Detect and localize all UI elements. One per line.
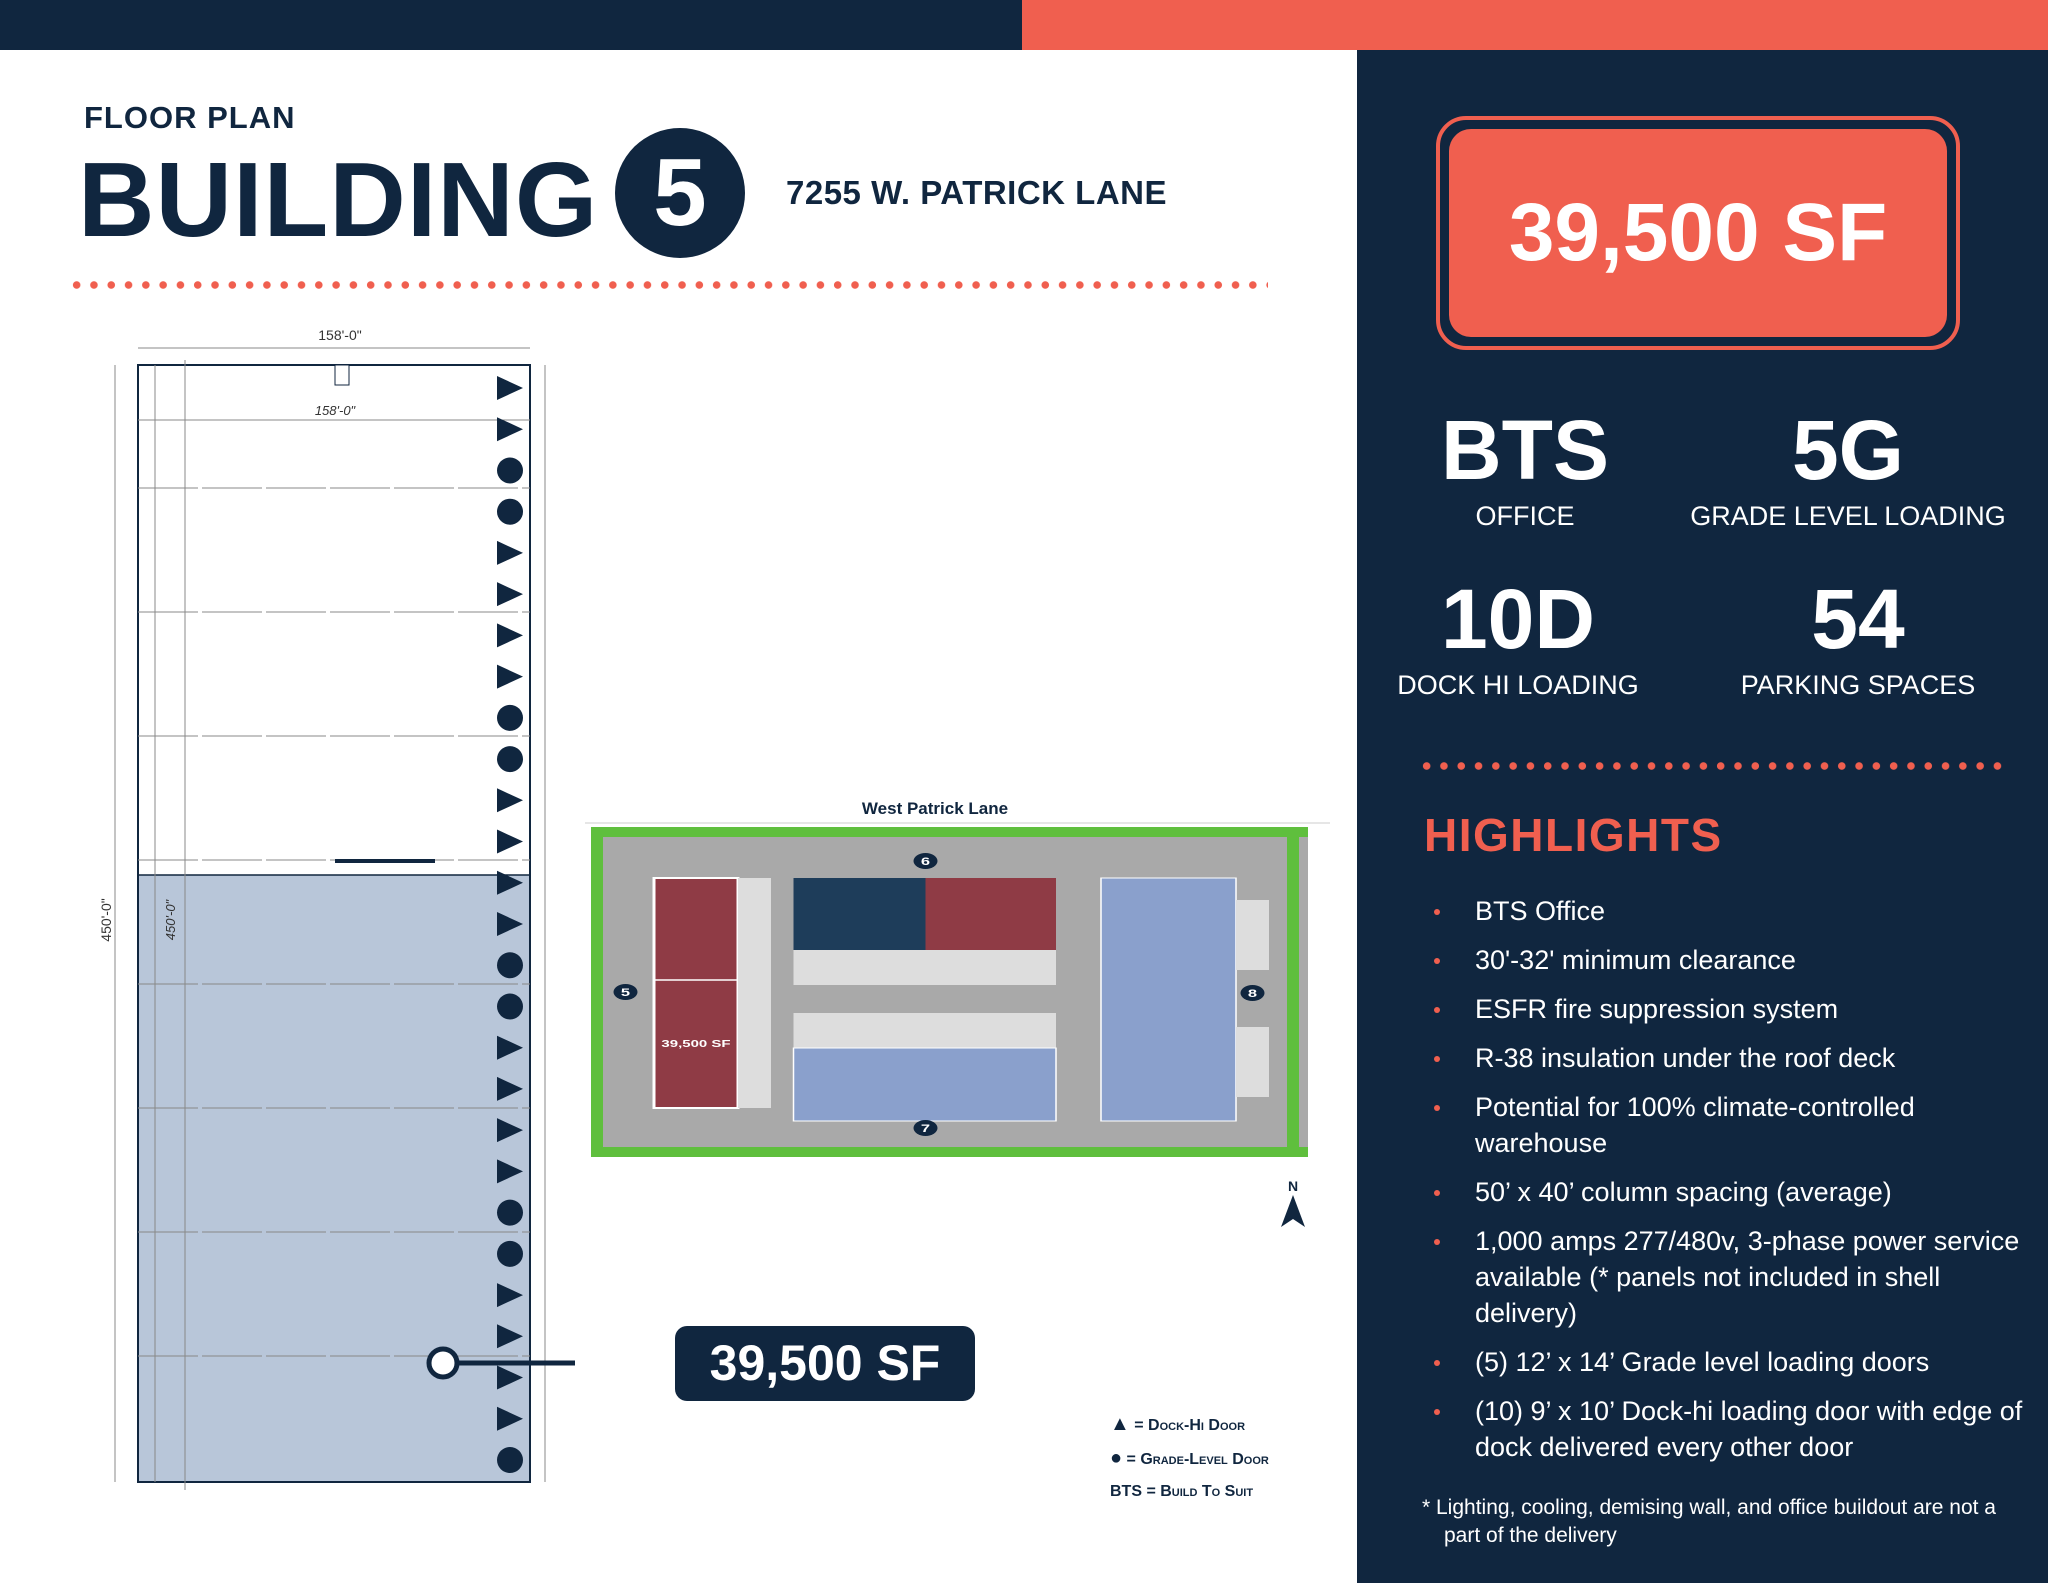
dock-hi-door-icon xyxy=(497,623,523,648)
street-name: West Patrick Lane xyxy=(862,799,1008,818)
svg-text:8: 8 xyxy=(1248,987,1257,1000)
triangle-icon: ▲ xyxy=(1110,1413,1130,1435)
dock-hi-door-icon xyxy=(497,788,523,813)
grade-level-door-icon xyxy=(497,457,523,484)
grade-level-door-icon xyxy=(497,746,523,773)
building-8 xyxy=(1100,877,1237,1122)
length-dimension-inner: 450'-0" xyxy=(163,898,178,940)
grade-level-door-icon xyxy=(497,1199,523,1226)
site-plan: 39,500 SF 5 6 7 8 West Patrick Lane N xyxy=(585,799,1330,1227)
grade-level-door-icon xyxy=(497,1447,523,1473)
highlights-list: BTS Office 30'-32' minimum clearance ESFR … xyxy=(1430,893,2030,1478)
north-arrow-icon xyxy=(1281,1195,1305,1227)
page-title: BUILDING xyxy=(78,141,599,259)
legend-dock: ▲ = Dock-Hi Door xyxy=(1110,1413,1246,1435)
grade-level-door-icon xyxy=(497,993,523,1020)
highlight-item: (10) 9’ x 10’ Dock-hi loading door with … xyxy=(1430,1393,2030,1465)
svg-text:7: 7 xyxy=(921,1122,930,1135)
area-callout-pin xyxy=(426,1346,460,1380)
length-dimension: 450'-0" xyxy=(98,898,114,941)
top-bar-navy xyxy=(0,0,1022,50)
dock-hi-door-icon xyxy=(497,540,523,565)
grade-level-door-icon xyxy=(497,1240,523,1267)
grade-level-door-icon xyxy=(497,952,523,979)
dock-hi-door-icon xyxy=(497,1365,523,1390)
svg-text:5: 5 xyxy=(621,986,630,999)
highlight-item: BTS Office xyxy=(1430,893,2030,929)
dock-hi-door-icon xyxy=(497,1076,523,1101)
dock-hi-door-icon xyxy=(497,1159,523,1184)
dock-hi-door-icon xyxy=(497,376,523,400)
dock-hi-door-icon xyxy=(497,1406,523,1431)
width-dimension: 158'-0" xyxy=(318,327,361,343)
total-area-box: 39,500 SF xyxy=(1436,116,1960,350)
circle-icon: ● xyxy=(1110,1447,1123,1469)
dock-hi-door-icon xyxy=(497,829,523,854)
grade-level-door-icon xyxy=(497,498,523,525)
eyebrow: FLOOR PLAN xyxy=(84,100,296,135)
highlight-item: 30'-32' minimum clearance xyxy=(1430,942,2030,978)
dotted-divider xyxy=(68,281,1268,289)
floor-plan: 158'-0" 158'-0" 450'-0" 450'-0" xyxy=(98,327,575,1490)
highlights-title: HIGHLIGHTS xyxy=(1424,809,1723,861)
dock-hi-door-icon xyxy=(497,1324,523,1349)
building-5 xyxy=(652,877,740,1109)
address: 7255 W. PATRICK LANE xyxy=(786,174,1168,211)
highlight-item: 1,000 amps 277/480v, 3-phase power servi… xyxy=(1430,1223,2030,1331)
highlight-item: ESFR fire suppression system xyxy=(1430,991,2030,1027)
svg-text:6: 6 xyxy=(921,855,930,868)
building-number-badge: 5 xyxy=(615,128,745,258)
stat-dock-hi: 10D DOCK HI LOADING xyxy=(1397,572,1639,700)
legend-bts: BTS = Build To Suit xyxy=(1110,1483,1254,1500)
legend-grade: ● = Grade-Level Door xyxy=(1110,1447,1269,1469)
dock-hi-door-icon xyxy=(497,1283,523,1308)
top-bar-coral xyxy=(1022,0,2048,50)
stat-office: BTS OFFICE xyxy=(1441,403,1609,531)
dock-hi-door-icon xyxy=(497,582,523,607)
legend: ▲ = Dock-Hi Door ● = Grade-Level Door BT… xyxy=(1110,1408,1269,1508)
north-label: N xyxy=(1288,1178,1298,1194)
stat-grade-level: 5G GRADE LEVEL LOADING xyxy=(1690,403,2006,531)
dock-hi-door-icon xyxy=(497,1118,523,1143)
highlight-item: 50’ x 40’ column spacing (average) xyxy=(1430,1174,2030,1210)
dock-hi-door-icon xyxy=(497,417,523,442)
highlight-item: R-38 insulation under the roof deck xyxy=(1430,1040,2030,1076)
dotted-divider xyxy=(1418,762,2008,770)
dock-hi-door-icon xyxy=(497,912,523,936)
building-7 xyxy=(792,1047,1057,1122)
dock-hi-door-icon xyxy=(497,664,523,689)
svg-text:39,500 SF: 39,500 SF xyxy=(661,1038,730,1050)
highlight-item: Potential for 100% climate-controlled wa… xyxy=(1430,1089,2030,1161)
grade-level-door-icon xyxy=(497,704,523,731)
area-callout: 39,500 SF xyxy=(675,1326,975,1401)
stat-parking: 54 PARKING SPACES xyxy=(1740,572,1976,700)
width-dimension-inner: 158'-0" xyxy=(315,403,357,418)
total-area: 39,500 SF xyxy=(1449,129,1947,337)
leased-area xyxy=(138,875,530,1482)
dock-hi-door-icon xyxy=(497,870,523,895)
dock-hi-door-icon xyxy=(497,1035,523,1060)
highlight-item: (5) 12’ x 14’ Grade level loading doors xyxy=(1430,1344,2030,1380)
building-6-east xyxy=(925,878,1056,950)
footnote: * Lighting, cooling, demising wall, and … xyxy=(1422,1496,1996,1547)
